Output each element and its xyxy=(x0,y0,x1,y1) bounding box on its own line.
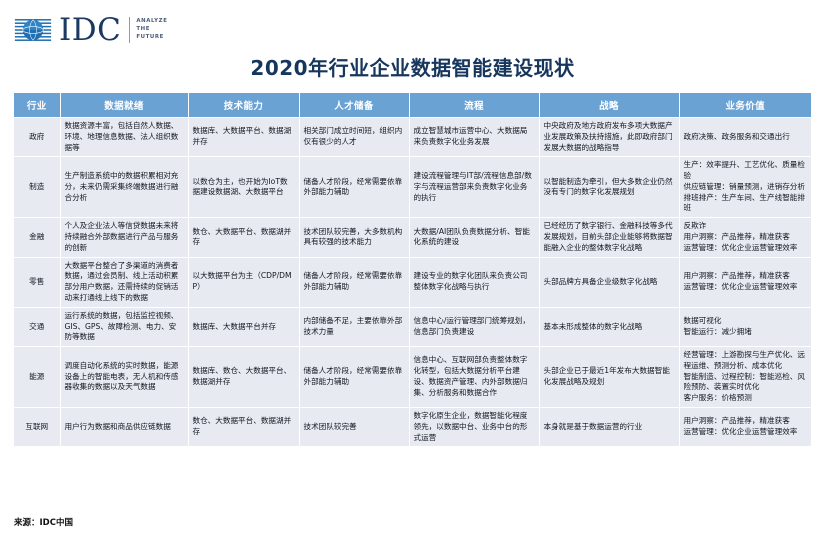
cell-tech-capability: 数仓、大数据平台、数据湖并存 xyxy=(188,407,300,447)
cell-tech-capability: 以大数据平台为主（CDP/DMP） xyxy=(188,257,300,308)
cell-talent: 技术团队较完善，大多数机构具有较强的技术能力 xyxy=(299,217,410,258)
industry-maturity-table: 行业 数据就绪 技术能力 人才储备 流程 战略 业务价值 政府 数据资源丰富，包括… xyxy=(14,93,811,447)
cell-strategy: 基本未形成整体的数字化战略 xyxy=(539,307,680,348)
cell-tech-capability: 以数仓为主，也开始为IoT数据建设数据湖、大数据平台 xyxy=(188,156,300,219)
cell-data-readiness: 用户行为数据和商品供应链数据 xyxy=(60,407,189,447)
business-value-line: 排班排产：生产车间、生产线智能排班 xyxy=(683,192,806,213)
cell-tech-capability: 数据库、大数据平台并存 xyxy=(188,307,300,348)
business-value-line: 用户洞察：产品推荐，精准获客 xyxy=(683,232,790,242)
cell-process: 信息中心、互联网部负责整体数字化转型，包括大数据分析平台建设、数据资产管理、内外… xyxy=(409,346,540,408)
business-value-line: 用户洞察：产品推荐，精准获客 xyxy=(683,271,790,281)
column-header-talent: 人才储备 xyxy=(299,93,410,118)
cell-business-value: 数据可视化 智能运行：减少拥堵 xyxy=(679,307,811,348)
cell-industry: 制造 xyxy=(14,156,61,219)
business-value-line: 反欺诈 xyxy=(683,221,707,231)
page-title: 2020年行业企业数据智能建设现状 xyxy=(250,56,575,80)
table-body: 政府 数据资源丰富，包括自然人数据、环境、地理信息数据、法人组织数据等 数据库、大数… xyxy=(14,117,811,447)
brand-header: IDC ANALYZE THE FUTURE xyxy=(14,11,167,49)
cell-talent: 储备人才阶段，经常需要依靠外部能力辅助 xyxy=(299,257,410,308)
brand-tagline: ANALYZE THE FUTURE xyxy=(136,18,167,41)
data-table-container: 行业 数据就绪 技术能力 人才储备 流程 战略 业务价值 政府 数据资源丰富，包括… xyxy=(14,93,811,447)
cell-talent: 储备人才阶段，经常需要依靠外部能力辅助 xyxy=(299,346,410,408)
business-value-line: 客户服务：价格预测 xyxy=(683,393,752,403)
cell-industry: 能源 xyxy=(14,346,61,408)
column-header-strategy: 战略 xyxy=(539,93,680,118)
cell-strategy: 本身就是基于数据运营的行业 xyxy=(539,407,680,447)
cell-process: 数字化原生企业，数据智能化程度领先，以数据中台、业务中台的形式运营 xyxy=(409,407,540,447)
table-row: 金融 个人及企业法人等信贷数据未来将持续融合外部数据进行产品与服务的创新 数仓、大数… xyxy=(14,217,811,258)
business-value-line: 数据可视化 xyxy=(683,316,722,326)
source-note: 来源：IDC中国 xyxy=(14,518,73,528)
business-value-line: 经营管理：上游勘探与生产优化、远程运维、预测分析、成本优化 xyxy=(683,350,806,370)
cell-data-readiness: 大数据平台整合了多渠道的消费者数据，通过会员制、线上活动积累部分用户数据，还需持… xyxy=(60,257,189,308)
cell-talent: 储备人才阶段，经常需要依靠外部能力辅助 xyxy=(299,156,410,219)
table-header-row: 行业 数据就绪 技术能力 人才储备 流程 战略 业务价值 xyxy=(14,93,811,118)
cell-process: 建设流程管理与IT部/流程信息部/数字与流程运营部来负责数字化业务的执行 xyxy=(409,156,540,219)
brand-tagline-line-2: THE xyxy=(136,26,150,33)
cell-strategy: 头部品牌方具备企业级数字化战略 xyxy=(539,257,680,308)
cell-data-readiness: 调度自动化系统的实时数据，能源设备上的智能电表，无人机和传感器收集的数据以及天气… xyxy=(60,346,189,408)
column-header-data-readiness: 数据就绪 xyxy=(60,93,189,118)
cell-industry: 交通 xyxy=(14,307,61,348)
cell-business-value: 用户洞察：产品推荐，精准获客 运营管理：优化企业运营管理效率 xyxy=(679,407,811,447)
cell-data-readiness: 数据资源丰富，包括自然人数据、环境、地理信息数据、法人组织数据等 xyxy=(60,117,189,158)
cell-industry: 互联网 xyxy=(14,407,61,447)
table-row: 零售 大数据平台整合了多渠道的消费者数据，通过会员制、线上活动积累部分用户数据，还… xyxy=(14,257,811,308)
cell-process: 大数据/AI团队负责数据分析、智能化系统的建设 xyxy=(409,217,540,258)
business-value-line: 运营管理：优化企业运营管理效率 xyxy=(683,427,798,437)
column-header-business-value: 业务价值 xyxy=(679,93,811,118)
column-header-industry: 行业 xyxy=(14,93,61,118)
business-value-line: 用户洞察：产品推荐，精准获客 xyxy=(683,416,790,426)
cell-talent: 技术团队较完善 xyxy=(299,407,410,447)
cell-talent: 内部储备不足，主要依靠外部技术力量 xyxy=(299,307,410,348)
brand-divider xyxy=(129,17,131,43)
column-header-tech-capability: 技术能力 xyxy=(188,93,300,118)
cell-data-readiness: 个人及企业法人等信贷数据未来将持续融合外部数据进行产品与服务的创新 xyxy=(60,217,189,258)
cell-industry: 政府 xyxy=(14,117,61,158)
table-row: 政府 数据资源丰富，包括自然人数据、环境、地理信息数据、法人组织数据等 数据库、大数… xyxy=(14,117,811,158)
business-value-line: 运营管理：优化企业运营管理效率 xyxy=(683,242,798,252)
brand-tagline-line-1: ANALYZE xyxy=(136,18,168,25)
business-value-line: 智能运行：减少拥堵 xyxy=(683,326,752,336)
cell-talent: 相关部门成立时间短，组织内仅有很少的人才 xyxy=(299,117,410,158)
business-value-line: 供应链管理：销量预测，进销存分析 xyxy=(683,181,806,191)
cell-tech-capability: 数仓、大数据平台、数据湖并存 xyxy=(188,217,300,258)
cell-process: 信息中心/运行管理部门统筹规划，信息部门负责建设 xyxy=(409,307,540,348)
brand-wordmark: IDC xyxy=(59,11,122,48)
cell-strategy: 以智能制造为牵引，但大多数企业仍然没有专门的数字化发展规划 xyxy=(539,156,680,219)
cell-business-value: 经营管理：上游勘探与生产优化、远程运维、预测分析、成本优化 智能制造、过程控制：智… xyxy=(679,346,811,408)
cell-strategy: 已经经历了数字银行、金融科技等多代发展规划，目前头部企业能够将数据智能融入企业的… xyxy=(539,217,680,258)
table-row: 能源 调度自动化系统的实时数据，能源设备上的智能电表，无人机和传感器收集的数据以及… xyxy=(14,346,811,408)
cell-process: 成立智慧城市运营中心、大数据局来负责数字化业务发展 xyxy=(409,117,540,158)
cell-strategy: 头部企业已于最近1年发布大数据智能化发展战略及规划 xyxy=(539,346,680,408)
cell-business-value: 生产：效率提升、工艺优化、质量检验 供应链管理：销量预测，进销存分析 排班排产：生产… xyxy=(679,156,811,219)
cell-tech-capability: 数据库、大数据平台、数据湖并存 xyxy=(188,117,300,158)
cell-business-value: 用户洞察：产品推荐，精准获客 运营管理：优化企业运营管理效率 xyxy=(679,257,811,308)
cell-data-readiness: 运行系统的数据，包括监控视频、GIS、GPS、故障检测、电力、安防等数据 xyxy=(60,307,189,348)
cell-process: 建设专业的数字化团队来负责公司整体数字化战略与执行 xyxy=(409,257,540,308)
business-value-line: 智能制造、过程控制：智能巡检、风险预防、装置实时优化 xyxy=(683,371,806,392)
cell-business-value: 反欺诈 用户洞察：产品推荐，精准获客 运营管理：优化企业运营管理效率 xyxy=(679,217,811,258)
cell-tech-capability: 数据库、数仓、大数据平台、数据湖并存 xyxy=(188,346,300,408)
cell-industry: 零售 xyxy=(14,257,61,308)
business-value-line: 生产：效率提升、工艺优化、质量检验 xyxy=(683,160,806,181)
business-value-line: 运营管理：优化企业运营管理效率 xyxy=(683,282,798,292)
table-row: 互联网 用户行为数据和商品供应链数据 数仓、大数据平台、数据湖并存 技术团队较完善 数字… xyxy=(14,407,811,447)
idc-globe-icon xyxy=(14,19,52,41)
cell-industry: 金融 xyxy=(14,217,61,258)
cell-business-value: 政府决策、政务服务和交通出行 xyxy=(679,117,811,158)
table-row: 制造 生产制造系统中的数据积累相对充分，未来仍需采集终端数据进行融合分析 以数仓为主… xyxy=(14,156,811,219)
cell-data-readiness: 生产制造系统中的数据积累相对充分，未来仍需采集终端数据进行融合分析 xyxy=(60,156,189,219)
brand-tagline-line-3: FUTURE xyxy=(136,33,164,40)
table-row: 交通 运行系统的数据，包括监控视频、GIS、GPS、故障检测、电力、安防等数据 数据… xyxy=(14,307,811,348)
cell-strategy: 中央政府及地方政府发布多项大数据产业发展政策及扶持措施，此即政府部门发展大数据的… xyxy=(539,117,680,158)
column-header-process: 流程 xyxy=(409,93,540,118)
